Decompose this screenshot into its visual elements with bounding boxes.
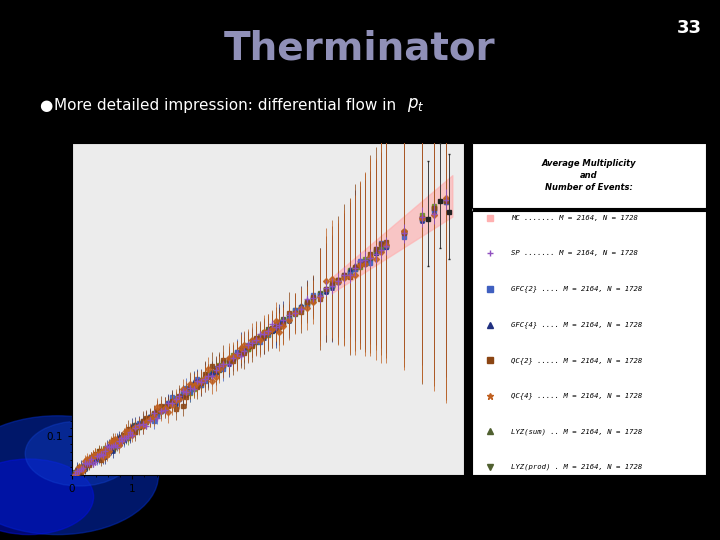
Text: 33: 33 <box>677 19 702 37</box>
Text: SP ....... M = 2164, N = 1728: SP ....... M = 2164, N = 1728 <box>511 251 638 256</box>
Y-axis label: $v_2$: $v_2$ <box>30 302 44 316</box>
Text: LYZ(sum) .. M = 2164, N = 1728: LYZ(sum) .. M = 2164, N = 1728 <box>511 428 643 435</box>
Text: MC ....... M = 2164, N = 1728: MC ....... M = 2164, N = 1728 <box>511 215 638 221</box>
Text: ●: ● <box>40 98 53 113</box>
Bar <box>472 143 706 208</box>
Text: More detailed impression: differential flow in: More detailed impression: differential f… <box>54 98 401 113</box>
Text: LYZ(prod) . M = 2164, N = 1728: LYZ(prod) . M = 2164, N = 1728 <box>511 464 643 470</box>
Ellipse shape <box>0 459 94 535</box>
Text: $p_t$: $p_t$ <box>407 96 424 114</box>
Ellipse shape <box>25 421 133 486</box>
Ellipse shape <box>0 416 158 535</box>
Bar <box>472 211 706 475</box>
Text: Average Multiplicity
and
Number of Events:: Average Multiplicity and Number of Event… <box>541 159 636 192</box>
Text: GFC{2} .... M = 2164, N = 1728: GFC{2} .... M = 2164, N = 1728 <box>511 286 643 292</box>
Text: QC{2} ..... M = 2164, N = 1728: QC{2} ..... M = 2164, N = 1728 <box>511 357 643 363</box>
Text: Therminator: Therminator <box>224 30 496 68</box>
Text: QC{4} ..... M = 2164, N = 1728: QC{4} ..... M = 2164, N = 1728 <box>511 393 643 399</box>
Text: GFC{4} .... M = 2164, N = 1728: GFC{4} .... M = 2164, N = 1728 <box>511 321 643 328</box>
X-axis label: $p_t$ [GeV]: $p_t$ [GeV] <box>245 497 292 511</box>
